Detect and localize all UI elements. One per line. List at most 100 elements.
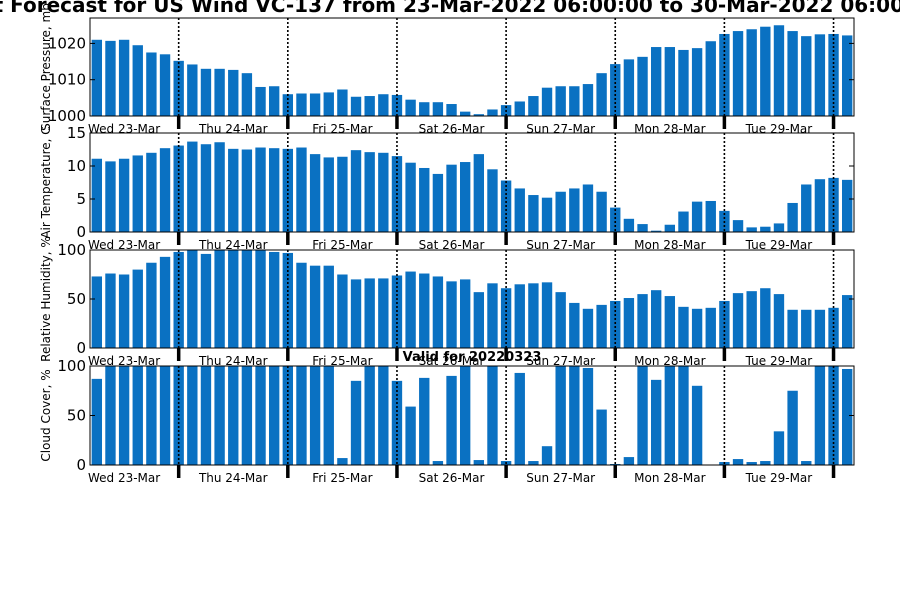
y-tick-label: 1020 xyxy=(48,34,86,52)
bar xyxy=(187,141,198,232)
bar xyxy=(487,366,498,465)
y-tick-label: 0 xyxy=(76,456,86,474)
bar xyxy=(364,366,375,465)
bar xyxy=(787,202,798,232)
bar xyxy=(746,29,757,116)
bar xyxy=(296,366,307,465)
bar xyxy=(173,145,184,232)
panel-1: 1000 1010 1020 Wed 23-Mar Thu 24-Mar Fri 25-M… xyxy=(39,3,855,136)
y-axis-label: Air Temperature, C xyxy=(39,126,53,238)
bar xyxy=(746,227,757,232)
bar xyxy=(705,41,716,117)
bar xyxy=(91,378,103,465)
bar xyxy=(459,366,471,465)
bar xyxy=(528,96,539,116)
bar xyxy=(378,278,389,348)
bar xyxy=(678,366,689,465)
day-label: Tue 29-Mar xyxy=(745,354,813,368)
bar xyxy=(610,207,621,232)
bar xyxy=(760,226,771,232)
bar xyxy=(569,188,580,232)
bar xyxy=(282,252,294,348)
y-tick-label: 1010 xyxy=(48,71,86,89)
day-label: Fri 25-Mar xyxy=(312,238,372,252)
bar xyxy=(801,184,812,232)
bar xyxy=(760,461,771,465)
bar xyxy=(596,304,607,348)
bar xyxy=(214,366,225,465)
bar xyxy=(705,307,716,348)
bar xyxy=(650,379,662,465)
bar xyxy=(541,446,553,465)
bar xyxy=(582,308,594,348)
bar xyxy=(350,96,362,116)
bar xyxy=(473,114,485,116)
bar xyxy=(841,35,853,116)
bar xyxy=(514,101,525,116)
bar xyxy=(541,197,553,232)
bar xyxy=(446,164,457,232)
bar xyxy=(268,251,280,348)
y-tick-label: 15 xyxy=(67,124,86,142)
y-tick-label: 1000 xyxy=(48,107,86,125)
y-tick-label: 100 xyxy=(57,357,86,375)
bar xyxy=(637,294,648,348)
bar xyxy=(241,250,253,348)
bar xyxy=(555,292,566,348)
bar xyxy=(419,167,430,232)
bar xyxy=(350,150,362,232)
bar xyxy=(528,283,539,348)
bar xyxy=(200,366,212,465)
bar xyxy=(746,462,757,465)
day-label: Fri 25-Mar xyxy=(312,471,372,485)
bar xyxy=(691,385,703,465)
bar xyxy=(419,102,430,116)
bar xyxy=(814,34,826,116)
bar xyxy=(405,99,416,116)
y-axis-label: Surface Pressure, mb xyxy=(39,3,53,131)
bar xyxy=(432,276,444,348)
bar xyxy=(337,274,348,348)
bar xyxy=(132,366,143,465)
bar xyxy=(309,366,321,465)
day-label: Sun 27-Mar xyxy=(526,471,595,485)
bar xyxy=(446,375,457,465)
bar xyxy=(146,152,157,232)
axes-frame xyxy=(89,132,855,233)
bar xyxy=(405,162,416,232)
day-label: Thu 24-Mar xyxy=(198,354,268,368)
bar xyxy=(760,26,771,116)
bar xyxy=(118,158,130,232)
bar xyxy=(841,368,853,465)
bar xyxy=(637,224,648,232)
bar xyxy=(350,380,362,465)
bar xyxy=(650,47,662,116)
bar xyxy=(337,89,348,116)
bar xyxy=(732,293,744,348)
day-label: Wed 23-Mar xyxy=(88,122,160,136)
bar xyxy=(405,271,416,348)
figure-title: Met Forecast for US Wind VC-137 from 23-… xyxy=(0,0,900,17)
bar xyxy=(187,64,198,116)
bar xyxy=(105,40,116,117)
bar xyxy=(159,148,171,232)
bar xyxy=(473,154,485,232)
bar xyxy=(159,366,171,465)
bar xyxy=(200,68,212,116)
bar xyxy=(678,211,689,232)
day-label: Wed 23-Mar xyxy=(88,354,160,368)
bar xyxy=(391,94,403,116)
bar xyxy=(514,188,525,232)
day-label: Sun 27-Mar xyxy=(526,122,595,136)
bar xyxy=(650,230,662,232)
bar xyxy=(132,155,143,232)
bar xyxy=(555,191,566,232)
bar xyxy=(582,367,594,465)
bar xyxy=(596,409,607,465)
bar xyxy=(432,173,444,232)
day-label: Tue 29-Mar xyxy=(745,238,813,252)
bar xyxy=(419,273,430,348)
